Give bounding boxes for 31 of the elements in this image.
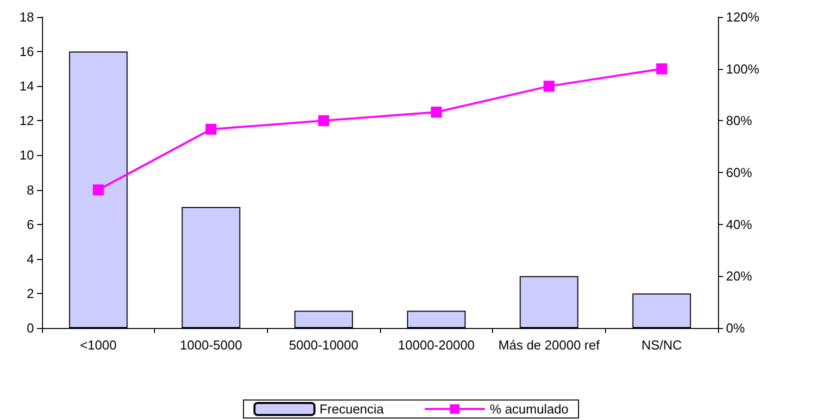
y-tick-label: 18 bbox=[20, 10, 34, 24]
x-tick-label: 10000-20000 bbox=[398, 338, 475, 352]
x-tick-label: NS/NC bbox=[641, 338, 682, 352]
y-tick-label: 10 bbox=[20, 148, 34, 163]
point bbox=[206, 124, 216, 135]
y-tick-label: 6 bbox=[26, 216, 34, 232]
y-tick-label: 14 bbox=[20, 78, 34, 94]
x-tick-label: 5000-10000 bbox=[288, 338, 358, 352]
legend-label: Frecuencia bbox=[319, 402, 385, 416]
point bbox=[318, 115, 330, 126]
y2-tick-label: 100% bbox=[726, 61, 760, 76]
y-tick-label: 0 bbox=[26, 320, 34, 336]
y2-tick-label: 0% bbox=[726, 320, 746, 336]
y-tick-label: 2 bbox=[26, 286, 34, 301]
y-tick-label: 4 bbox=[26, 251, 34, 266]
point bbox=[544, 80, 554, 92]
y2-tick-label: 20% bbox=[726, 268, 752, 284]
point bbox=[430, 106, 442, 118]
y-tick-label: 16 bbox=[20, 44, 34, 60]
legend-label: % acumulado bbox=[490, 402, 569, 416]
x-tick-label: Más de 20000 ref bbox=[498, 338, 600, 352]
y-tick-label: 8 bbox=[26, 182, 34, 198]
point bbox=[92, 184, 104, 196]
y2-tick-label: 120% bbox=[726, 10, 760, 24]
y2-tick-label: 80% bbox=[726, 113, 752, 128]
y2-tick-label: 40% bbox=[726, 216, 752, 232]
y2-tick-label: 60% bbox=[726, 165, 752, 180]
point bbox=[656, 63, 668, 74]
y-tick-label: 12 bbox=[20, 113, 34, 128]
x-tick-label: <1000 bbox=[80, 338, 117, 352]
x-tick-label: 1000-5000 bbox=[180, 338, 242, 352]
